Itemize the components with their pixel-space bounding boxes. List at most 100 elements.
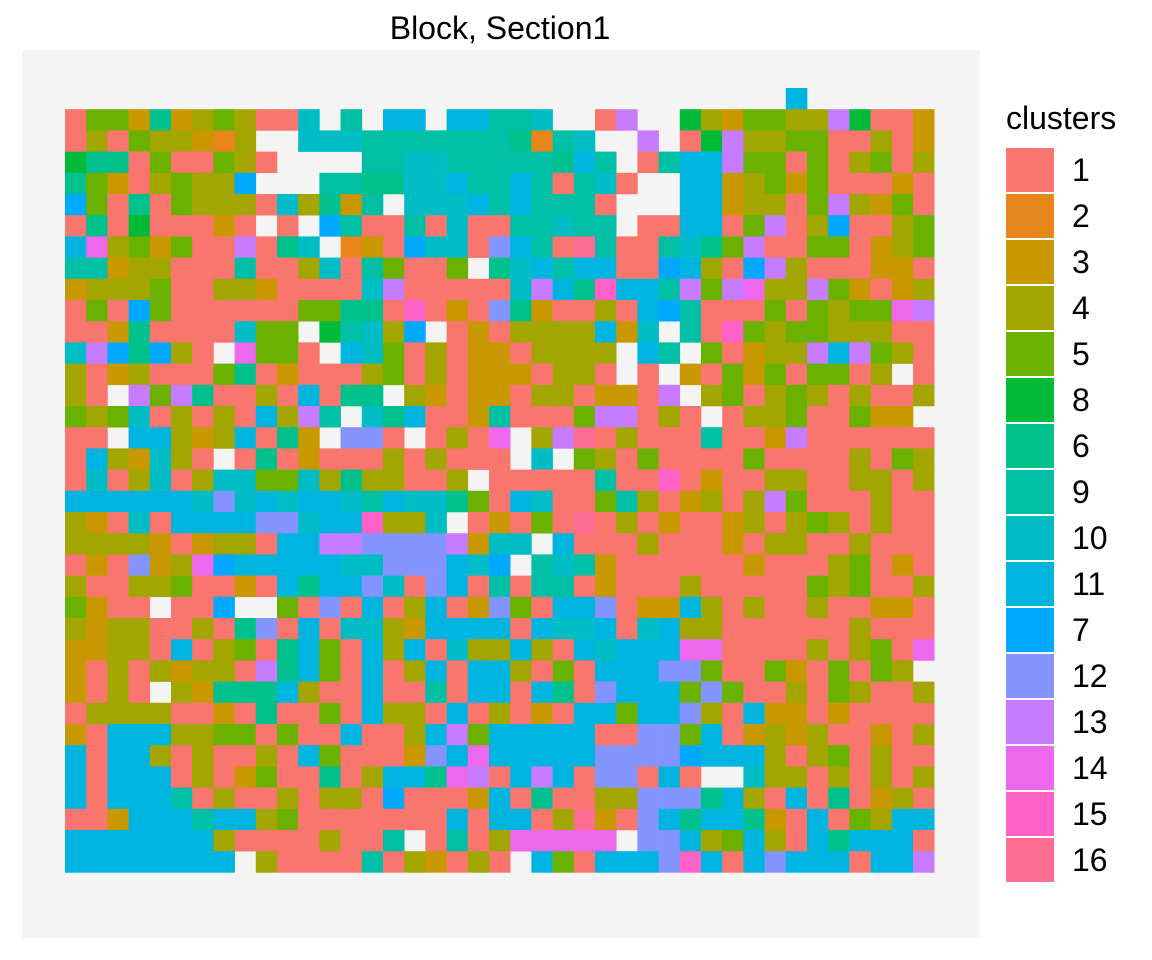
heatmap-tile [552, 278, 575, 301]
heatmap-tile [913, 851, 935, 873]
heatmap-tile [149, 194, 172, 216]
heatmap-tile [637, 215, 659, 237]
heatmap-tile [404, 575, 426, 598]
heatmap-tile [828, 384, 850, 407]
heatmap-tile [425, 406, 447, 428]
heatmap-tile [446, 109, 469, 131]
heatmap-tile [404, 172, 426, 195]
heatmap-tile [573, 618, 596, 640]
heatmap-tile [870, 257, 893, 280]
heatmap-tile [234, 639, 257, 661]
heatmap-tile [913, 151, 935, 174]
heatmap-tile [552, 512, 575, 534]
heatmap-tile [573, 236, 596, 258]
heatmap-tile [234, 172, 257, 195]
heatmap-tile [913, 363, 935, 386]
heatmap-tile [616, 702, 638, 725]
legend-entry: 4 [1006, 285, 1116, 331]
heatmap-tile [149, 490, 172, 513]
heatmap-tile [743, 787, 765, 810]
heatmap-tile [849, 384, 871, 407]
heatmap-tile [807, 554, 829, 576]
heatmap-tile [404, 724, 426, 746]
heatmap-tile [616, 618, 638, 640]
heatmap-tile [192, 448, 214, 470]
heatmap-tile [807, 745, 829, 767]
heatmap-tile [404, 448, 426, 470]
heatmap-tile [213, 109, 235, 131]
heatmap-tile [319, 448, 341, 470]
heatmap-tile [807, 384, 829, 407]
heatmap-tile [340, 702, 363, 725]
heatmap-tile [171, 639, 193, 661]
heatmap-tile [807, 808, 829, 831]
heatmap-tile [679, 278, 702, 301]
heatmap-tile [531, 321, 553, 343]
heatmap-tile [785, 724, 808, 746]
heatmap-tile [743, 660, 765, 682]
heatmap-tile [679, 194, 702, 216]
heatmap-tile [552, 808, 575, 831]
heatmap-tile [425, 278, 447, 301]
heatmap-tile [573, 427, 596, 449]
heatmap-tile [870, 787, 893, 810]
heatmap-tile [701, 512, 723, 534]
heatmap-tile [743, 512, 765, 534]
heatmap-tile [701, 724, 723, 746]
heatmap-tile [213, 554, 235, 576]
heatmap-tile [531, 172, 553, 195]
heatmap-tile [340, 554, 363, 576]
heatmap-tile [510, 639, 532, 661]
heatmap-tile [128, 151, 151, 174]
heatmap-tile [489, 151, 511, 174]
heatmap-tile [595, 660, 617, 682]
heatmap-tile [171, 109, 193, 131]
heatmap-tile [913, 427, 935, 449]
legend-entry: 8 [1006, 377, 1116, 423]
heatmap-tile [340, 257, 363, 280]
heatmap-tile [446, 257, 469, 280]
heatmap-tile [637, 490, 659, 513]
heatmap-tile [552, 830, 575, 852]
heatmap-tile [425, 130, 447, 152]
heatmap-tile [192, 384, 214, 407]
heatmap-tile [86, 321, 108, 343]
heatmap-tile [171, 469, 193, 492]
heatmap-tile [404, 787, 426, 810]
heatmap-tile [65, 321, 87, 343]
heatmap-tile [107, 469, 129, 492]
heatmap-tile [552, 766, 575, 788]
heatmap-tile [192, 851, 214, 873]
heatmap-tile [149, 724, 172, 746]
legend-label: 7 [1072, 611, 1090, 648]
heatmap-tile [234, 384, 257, 407]
heatmap-tile [361, 787, 384, 810]
plot-panel [22, 50, 980, 938]
heatmap-tile [277, 300, 299, 322]
heatmap-tile [807, 342, 829, 364]
heatmap-tile [65, 554, 87, 576]
heatmap-tile [171, 321, 193, 343]
heatmap-tile [891, 596, 914, 619]
heatmap-tile [807, 575, 829, 598]
heatmap-tile [234, 236, 257, 258]
heatmap-tile [891, 278, 914, 301]
heatmap-tile [743, 215, 765, 237]
heatmap-tile [277, 660, 299, 682]
heatmap-tile [467, 639, 490, 661]
heatmap-tile [891, 321, 914, 343]
heatmap-tile [764, 554, 787, 576]
heatmap-tile [828, 321, 850, 343]
heatmap-tile [722, 554, 744, 576]
heatmap-tile [679, 363, 702, 386]
legend-entry: 15 [1006, 791, 1116, 837]
heatmap-tile [489, 257, 511, 280]
heatmap-tile [361, 808, 384, 831]
heatmap-tile [107, 151, 129, 174]
heatmap-tile [361, 172, 384, 195]
heatmap-tile [107, 363, 129, 386]
heatmap-tile [828, 745, 850, 767]
heatmap-tile [722, 300, 744, 322]
heatmap-tile [361, 554, 384, 576]
heatmap-tile [234, 427, 257, 449]
